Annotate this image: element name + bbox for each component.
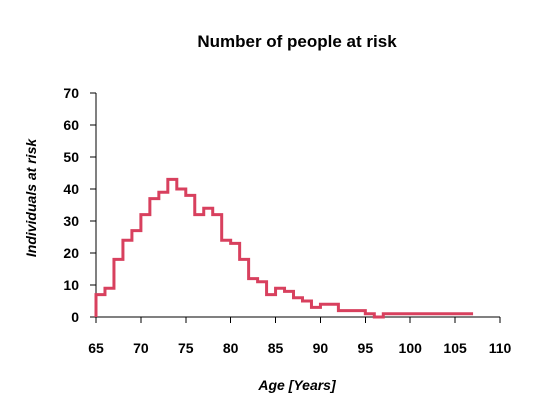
x-tick-label: 85 bbox=[268, 340, 284, 356]
plot-area: 0 10 20 30 40 50 60 70 65 70 75 80 85 90 95 100 105 110 bbox=[63, 85, 511, 356]
x-tick-label: 65 bbox=[88, 340, 104, 356]
x-tick-label: 70 bbox=[133, 340, 149, 356]
y-tick-label: 60 bbox=[63, 117, 79, 133]
series-group bbox=[94, 177, 474, 319]
x-tick-label: 100 bbox=[399, 340, 423, 356]
y-tick-label: 50 bbox=[63, 149, 79, 165]
x-axis-ticks: 65 70 75 80 85 90 95 100 105 110 bbox=[88, 317, 512, 356]
x-tick-label: 80 bbox=[223, 340, 239, 356]
x-tick-label: 75 bbox=[178, 340, 194, 356]
y-axis-ticks: 0 10 20 30 40 50 60 70 bbox=[63, 85, 96, 325]
y-tick-label: 10 bbox=[63, 277, 79, 293]
x-axis-label: Age [Years] bbox=[257, 377, 337, 393]
x-tick-label: 90 bbox=[313, 340, 329, 356]
x-tick-label: 105 bbox=[443, 340, 467, 356]
x-tick-label: 95 bbox=[358, 340, 374, 356]
y-tick-label: 40 bbox=[63, 181, 79, 197]
chart-title: Number of people at risk bbox=[197, 32, 397, 51]
y-tick-label: 0 bbox=[71, 309, 79, 325]
y-tick-label: 20 bbox=[63, 245, 79, 261]
y-tick-label: 70 bbox=[63, 85, 79, 101]
series-line-0 bbox=[94, 177, 474, 319]
y-axis-label: Individuals at risk bbox=[23, 138, 39, 257]
x-tick-label: 110 bbox=[489, 340, 512, 356]
y-tick-label: 30 bbox=[63, 213, 79, 229]
